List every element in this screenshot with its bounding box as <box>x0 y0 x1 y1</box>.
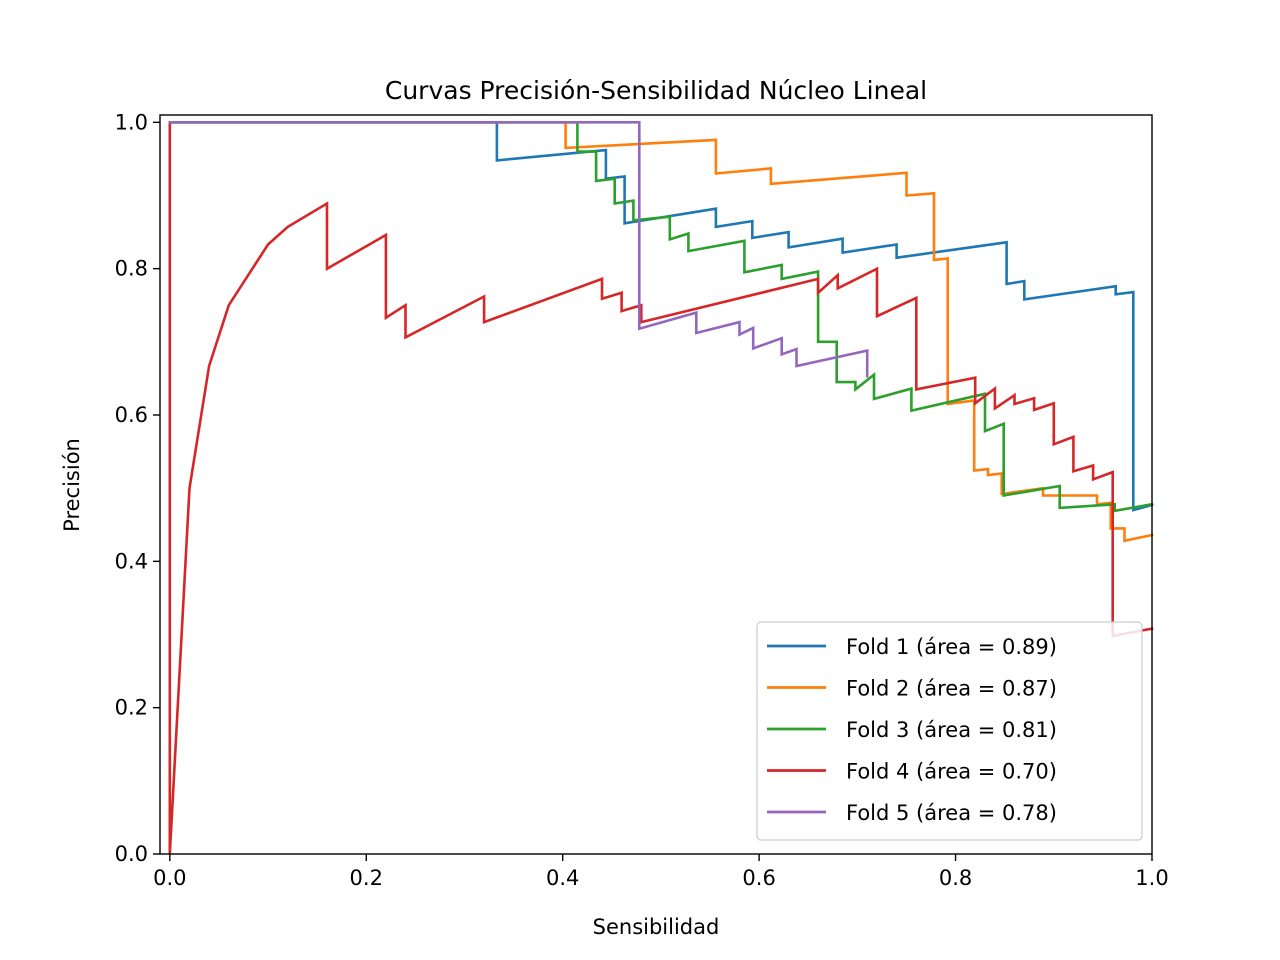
series-line-fold-4 <box>168 121 1154 855</box>
plot-frame <box>159 114 1153 855</box>
y-tick-label: 0.6 <box>115 403 148 427</box>
x-tick-label: 0.4 <box>546 866 579 890</box>
x-axis-ticks: 0.0 0.2 0.4 0.6 0.8 1.0 <box>153 854 1169 890</box>
y-tick-label: 0.0 <box>115 842 148 866</box>
y-tick-label: 0.2 <box>115 696 148 720</box>
legend-box <box>756 621 1143 841</box>
y-axis-ticks: 0.0 0.2 0.4 0.6 0.8 1.0 <box>115 110 160 866</box>
x-tick-label: 0.2 <box>350 866 383 890</box>
x-tick-label: 0.0 <box>153 866 186 890</box>
x-tick-label: 0.8 <box>939 866 972 890</box>
y-tick-label: 0.8 <box>115 257 148 281</box>
series-line-fold-2 <box>168 121 1154 543</box>
legend-label-fold-4: Fold 4 (área = 0.70) <box>846 760 1057 784</box>
legend-label-fold-1: Fold 1 (área = 0.89) <box>846 635 1057 659</box>
legend: Fold 1 (área = 0.89) Fold 2 (área = 0.87)… <box>756 621 1143 841</box>
plot-lines <box>168 121 1154 855</box>
legend-label-fold-3: Fold 3 (área = 0.81) <box>846 718 1057 742</box>
y-axis-label: Precisión <box>60 438 84 532</box>
x-tick-label: 0.6 <box>742 866 775 890</box>
y-tick-label: 0.4 <box>115 549 148 573</box>
series-line-fold-3 <box>168 121 1154 513</box>
legend-label-fold-5: Fold 5 (área = 0.78) <box>846 801 1057 825</box>
chart-title: Curvas Precisión-Sensibilidad Núcleo Lin… <box>385 76 927 105</box>
x-axis-label: Sensibilidad <box>593 915 720 939</box>
x-tick-label: 1.0 <box>1135 866 1168 890</box>
legend-label-fold-2: Fold 2 (área = 0.87) <box>846 677 1057 701</box>
series-line-fold-5 <box>168 121 869 378</box>
y-tick-label: 1.0 <box>115 110 148 134</box>
